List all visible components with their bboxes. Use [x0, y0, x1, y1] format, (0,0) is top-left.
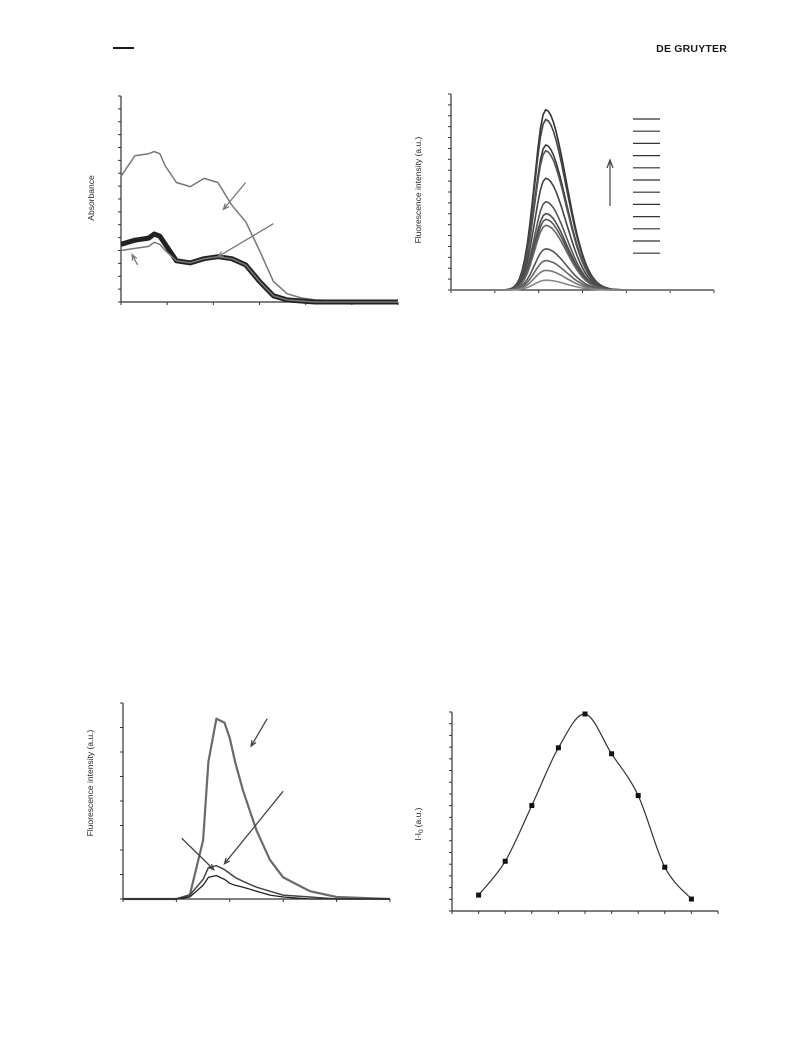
annotation-arrow	[217, 223, 274, 258]
annotation-arrow	[250, 718, 268, 747]
data-point	[582, 711, 588, 717]
arrow-head	[223, 857, 231, 866]
chart-fluorescence-titration: Fluorescence intensity (a.u.)	[413, 93, 715, 293]
arrow-head	[131, 253, 138, 261]
annotation-arrow	[131, 254, 139, 266]
arrow-head	[216, 251, 224, 258]
fit-curve	[478, 713, 692, 900]
header-rule	[113, 47, 134, 49]
data-point	[662, 864, 668, 870]
y-axis-label-main: I-I	[413, 833, 423, 841]
y-axis-label: Absorbance	[86, 175, 96, 221]
data-point	[476, 892, 482, 898]
annotation-arrow	[222, 182, 247, 210]
data-point	[609, 751, 615, 757]
chart-job-plot: I-I0 (a.u.)	[413, 711, 719, 914]
annotation-arrow	[181, 837, 215, 871]
y-axis-label: Fluorescence intensity (a.u.)	[413, 136, 423, 243]
trend-arrow-head	[606, 158, 614, 169]
series-line-thick	[120, 231, 398, 305]
series-line-lower	[120, 241, 398, 303]
chart-absorbance: Absorbance	[86, 95, 399, 305]
spectrum-line	[123, 874, 390, 900]
data-point	[688, 896, 694, 902]
y-axis-label-unit: (a.u.)	[413, 807, 423, 827]
data-point	[529, 803, 535, 809]
arrow-head	[250, 740, 257, 748]
arrow-head	[207, 863, 215, 871]
annotation-arrow	[223, 790, 284, 865]
spectrum-line	[123, 864, 390, 900]
spectrum-line	[451, 279, 714, 291]
chart-fluorescence-comparison: Fluorescence intensity (a.u.)	[85, 702, 391, 902]
spectrum-line	[123, 717, 391, 901]
arrow-head	[222, 203, 230, 211]
y-axis-label: I-I0 (a.u.)	[413, 807, 425, 840]
data-point	[555, 745, 561, 751]
data-point	[635, 793, 641, 799]
publisher-name: DE GRUYTER	[656, 43, 727, 55]
y-axis-label-sub: 0	[418, 829, 425, 833]
y-axis-label: Fluorescence intensity (a.u.)	[85, 729, 95, 836]
data-point	[502, 858, 508, 864]
